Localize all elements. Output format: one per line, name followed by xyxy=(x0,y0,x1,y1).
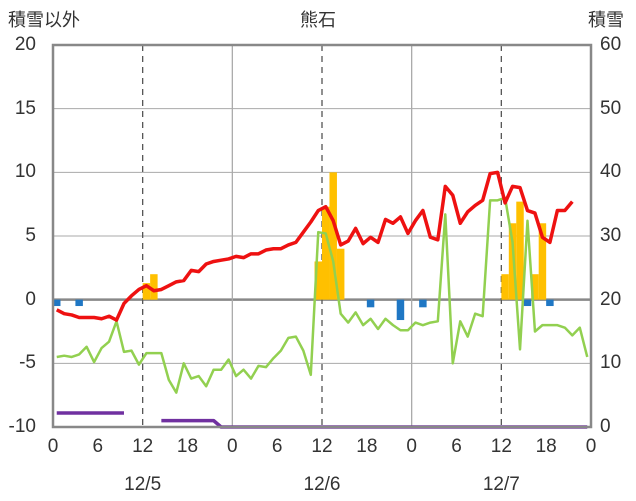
x-tick-label: 0 xyxy=(47,436,59,457)
bar-negative xyxy=(366,299,375,308)
bar-positive xyxy=(336,248,345,300)
bar-positive xyxy=(501,274,509,300)
bar-negative xyxy=(523,299,532,307)
x-tick-label: 0 xyxy=(406,436,417,457)
y-left-tick-label: 0 xyxy=(25,288,36,310)
bar-positive xyxy=(516,201,524,300)
y-left-tick-label: 20 xyxy=(14,34,36,55)
x-tick-label: 18 xyxy=(356,436,378,457)
y-left-tick-label: 10 xyxy=(14,161,36,183)
bar-positive xyxy=(322,206,330,300)
left-axis-title: 積雪以外 xyxy=(8,10,80,31)
x-tick-label: 6 xyxy=(451,436,462,457)
x-tick-label: 0 xyxy=(585,436,597,457)
right-axis-title: 積雪 xyxy=(588,10,624,31)
bar-positive xyxy=(150,274,158,300)
bar-negative xyxy=(419,299,427,308)
x-tick-label: 12 xyxy=(490,436,512,457)
x-tick-label: 18 xyxy=(176,436,199,457)
bar-positive xyxy=(508,223,517,300)
y-right-tick-label: 50 xyxy=(600,97,622,119)
bar-positive xyxy=(142,283,151,300)
y-right-tick-label: 20 xyxy=(600,288,622,310)
date-label: 12/6 xyxy=(303,474,341,495)
y-right-tick-label: 40 xyxy=(600,161,622,183)
plot-frame xyxy=(51,43,593,429)
y-right-tick-label: 0 xyxy=(600,416,611,437)
bar-negative xyxy=(396,299,405,321)
x-tick-label: 12 xyxy=(132,436,154,457)
bar-positive xyxy=(314,261,322,300)
x-tick-label: 6 xyxy=(92,436,104,457)
date-label: 12/7 xyxy=(482,474,520,495)
bar-positive xyxy=(538,223,547,300)
y-left-tick-label: -10 xyxy=(8,416,36,437)
bar-positive xyxy=(531,274,539,300)
y-left-tick-label: 5 xyxy=(25,225,36,246)
x-tick-label: 18 xyxy=(535,436,557,457)
bar-positive xyxy=(329,172,337,300)
x-tick-label: 0 xyxy=(227,436,238,457)
x-tick-label: 6 xyxy=(271,436,283,457)
y-right-tick-label: 60 xyxy=(600,34,622,55)
y-left-tick-label: -5 xyxy=(19,352,36,374)
green-line-series xyxy=(56,196,589,394)
chart-title: 熊石 xyxy=(300,10,336,31)
bar-negative xyxy=(546,299,554,307)
y-right-tick-label: 30 xyxy=(600,225,622,246)
y-right-tick-label: 10 xyxy=(600,352,622,374)
bar-negative xyxy=(75,299,83,307)
bar-series xyxy=(53,172,554,321)
y-left-tick-label: 15 xyxy=(14,97,36,119)
bar-negative xyxy=(53,299,61,307)
x-tick-label: 12 xyxy=(311,436,333,457)
temp-line-series xyxy=(55,170,574,322)
date-label: 12/5 xyxy=(124,474,162,495)
